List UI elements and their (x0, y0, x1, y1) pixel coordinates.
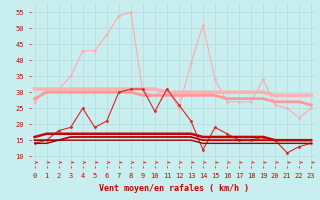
X-axis label: Vent moyen/en rafales ( km/h ): Vent moyen/en rafales ( km/h ) (99, 184, 249, 193)
